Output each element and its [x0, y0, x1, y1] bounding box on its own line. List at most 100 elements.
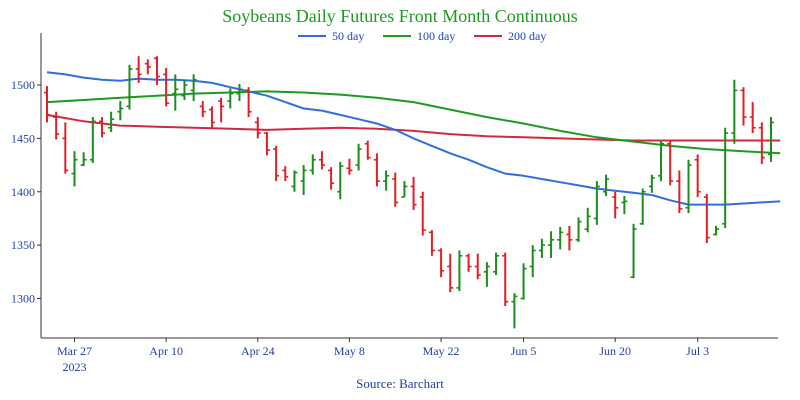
ohlc-bar — [236, 83, 243, 102]
ohlc-bar — [621, 196, 628, 215]
ohlc-bar — [667, 140, 674, 186]
legend-label: 200 day — [508, 29, 546, 43]
ohlc-bar — [328, 167, 335, 190]
ohlc-bar — [520, 263, 527, 300]
ohlc-bar — [676, 170, 683, 214]
ohlc-bar — [273, 145, 280, 182]
ohlc-bar — [548, 231, 555, 258]
ohlc-bar — [612, 191, 619, 219]
ohlc-bar — [383, 170, 390, 191]
ohlc-bar — [227, 88, 234, 109]
source-label: Source: Barchart — [356, 376, 444, 391]
ohlc-bar — [557, 226, 564, 250]
ohlc-bar — [639, 188, 646, 225]
ohlc-bar — [245, 87, 252, 118]
ohlc-bar — [98, 117, 105, 138]
ohlc-bar — [511, 293, 518, 329]
ohlc-bar — [80, 152, 87, 167]
x-tick-label: May 22 — [423, 344, 460, 358]
ohlc-bar — [740, 87, 747, 126]
ohlc-bar — [392, 172, 399, 207]
x-tick-label: Apr 24 — [241, 344, 275, 358]
legend-item-ma200: 200 day — [474, 29, 546, 43]
ohlc-bar — [181, 79, 188, 100]
ohlc-bar — [53, 111, 60, 140]
ohlc-bar — [291, 170, 298, 192]
x-tick-label: May 8 — [334, 344, 365, 358]
ohlc-bar — [263, 131, 270, 156]
ohlc-bar — [465, 253, 472, 272]
ohlc-bar — [89, 117, 96, 163]
axes: 1300 1350 1400 1450 1500 Mar 27 2023 Apr 10 Apr … — [11, 33, 778, 374]
ohlc-bar — [218, 97, 225, 123]
price-bars — [44, 56, 774, 329]
ma100-line — [46, 90, 781, 155]
ohlc-bar — [584, 207, 591, 233]
ohlc-bar — [190, 74, 197, 102]
x-tick-label: Apr 10 — [149, 344, 183, 358]
y-tick-label: 1500 — [11, 78, 35, 92]
ohlc-bar — [172, 74, 179, 111]
ohlc-bar — [703, 193, 710, 244]
x-tick-label: Jun 20 — [599, 344, 631, 358]
ohlc-bar — [694, 154, 701, 198]
ohlc-bar — [282, 166, 289, 182]
ohlc-bar — [593, 181, 600, 225]
ohlc-bar — [117, 101, 124, 121]
ohlc-bar — [722, 127, 729, 229]
y-tick-label: 1400 — [11, 185, 35, 199]
ohlc-bar — [566, 225, 573, 251]
ohlc-bar — [199, 101, 206, 118]
ohlc-bar — [254, 117, 261, 139]
ohlc-bar — [300, 165, 307, 195]
ohlc-bar — [630, 223, 637, 279]
ohlc-bar — [153, 56, 160, 86]
ohlc-bar — [502, 252, 509, 306]
ohlc-bar — [538, 238, 545, 258]
ohlc-bar — [355, 143, 362, 171]
ohlc-bar — [373, 153, 380, 187]
ohlc-bar — [474, 253, 481, 280]
x-tick-label: Mar 27 — [57, 344, 92, 358]
ma200-line — [46, 113, 781, 142]
ohlc-bar — [493, 252, 500, 276]
ohlc-bar — [346, 158, 353, 175]
ohlc-bar — [456, 250, 463, 292]
moving-average-lines — [46, 71, 781, 206]
ohlc-bar — [318, 151, 325, 170]
ohlc-bar — [758, 122, 765, 165]
ohlc-bar — [731, 79, 738, 144]
ohlc-bar — [410, 176, 417, 210]
x-tick-year-label: 2023 — [62, 360, 86, 374]
y-tick-label: 1350 — [11, 238, 35, 252]
ohlc-bar — [126, 64, 133, 110]
ohlc-bar — [163, 67, 170, 107]
ohlc-bar — [529, 245, 536, 278]
y-tick-label: 1300 — [11, 292, 35, 306]
ohlc-bar — [135, 56, 142, 83]
ma50-line — [46, 71, 781, 206]
ohlc-bar — [208, 106, 215, 128]
ohlc-bar — [768, 117, 774, 162]
legend: 50 day 100 day 200 day — [298, 29, 546, 43]
ohlc-bar — [575, 217, 582, 242]
x-tick-label: Jul 3 — [686, 344, 709, 358]
ohlc-bar — [108, 111, 115, 132]
legend-item-ma50: 50 day — [298, 29, 364, 43]
ohlc-bar — [62, 122, 69, 174]
ohlc-bar — [144, 59, 151, 75]
ohlc-bar — [419, 191, 426, 236]
ohlc-bar — [337, 161, 344, 200]
legend-item-ma100: 100 day — [383, 29, 455, 43]
ohlc-bar — [447, 253, 454, 293]
ohlc-bar — [483, 262, 490, 287]
chart-title: Soybeans Daily Futures Front Month Conti… — [222, 6, 578, 26]
y-tick-label: 1450 — [11, 131, 35, 145]
ohlc-bar — [603, 174, 610, 197]
ohlc-bar — [401, 181, 408, 198]
ohlc-bar — [749, 102, 756, 134]
ohlc-bar — [685, 159, 692, 214]
ohlc-bar — [71, 151, 78, 187]
ohlc-bar — [648, 174, 655, 193]
ohlc-bar — [428, 230, 435, 256]
